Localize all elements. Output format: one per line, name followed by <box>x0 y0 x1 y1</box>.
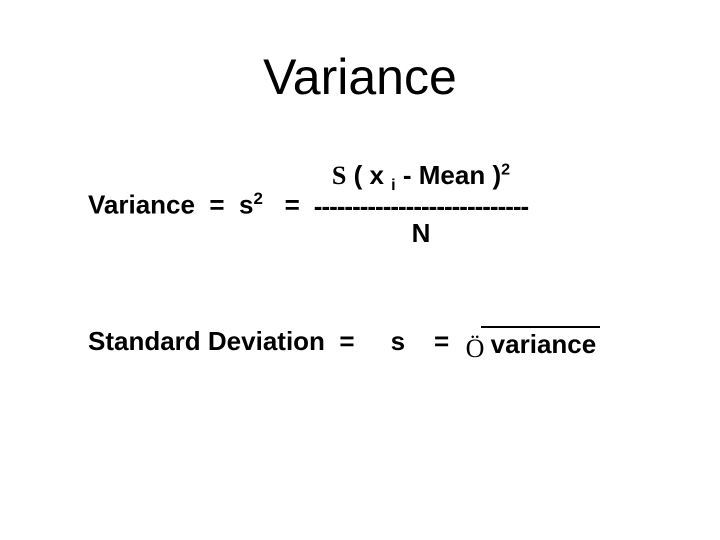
sigma-icon: S <box>332 161 346 190</box>
fraction-denominator: N <box>412 216 431 249</box>
slide-body: Variance = s2 = S ( x i - Mean )2 ------… <box>88 160 648 360</box>
lhs-pre: Variance = s <box>88 190 254 220</box>
lhs-post: = <box>263 190 300 220</box>
num-mid: - Mean ) <box>396 160 501 190</box>
num-sup: 2 <box>501 160 510 178</box>
lhs-sup: 2 <box>254 189 263 208</box>
slide: Variance Variance = s2 = S ( x i - Mean … <box>0 0 720 540</box>
sqrt-expression: Ö variance <box>466 326 601 361</box>
slide-title: Variance <box>0 48 720 106</box>
sqrt-argument: variance <box>481 326 600 361</box>
stddev-formula: Standard Deviation = s = Ö variance <box>88 326 648 361</box>
variance-fraction: S ( x i - Mean )2 ----------------------… <box>314 160 528 250</box>
stddev-lhs: Standard Deviation = s = <box>88 326 464 357</box>
variance-formula: Variance = s2 = S ( x i - Mean )2 ------… <box>88 160 648 250</box>
sqrt-icon: Ö <box>466 336 485 362</box>
variance-lhs: Variance = s2 = <box>88 189 300 221</box>
num-pre: ( x <box>346 160 391 190</box>
fraction-line: ---------------------------- <box>314 196 528 217</box>
